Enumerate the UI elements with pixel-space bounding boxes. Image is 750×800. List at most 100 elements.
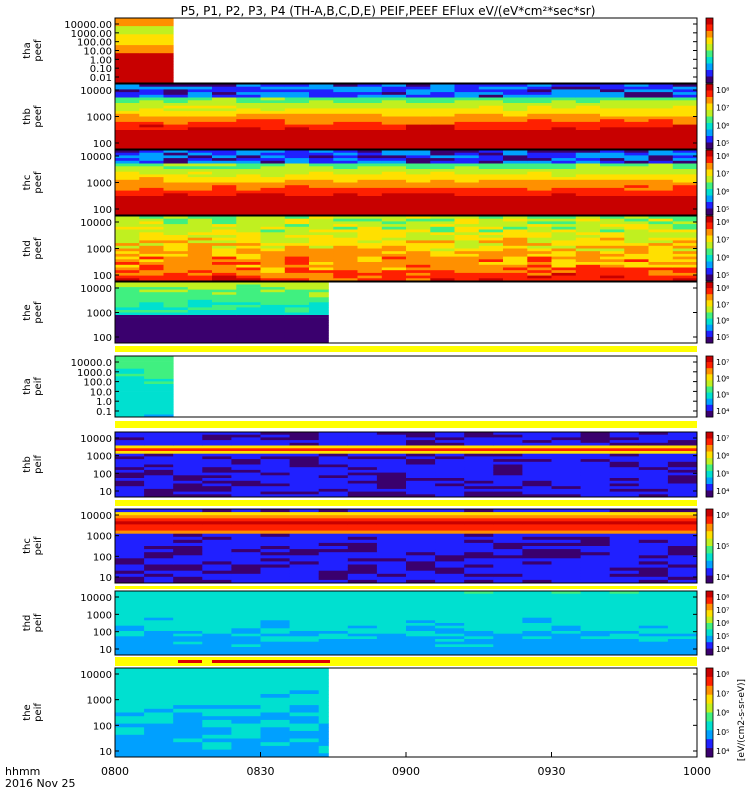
colorbar-segment (706, 222, 713, 226)
heatmap-cell (478, 130, 504, 134)
heatmap-cell (115, 716, 145, 721)
heatmap-cell (115, 116, 140, 120)
colorbar-segment (706, 531, 713, 535)
heatmap-cell (435, 601, 465, 605)
heatmap-cell (318, 478, 349, 482)
heatmap-cell (435, 558, 465, 562)
heatmap-cell (522, 591, 552, 595)
colorbar-segment (706, 610, 713, 613)
heatmap-cell (435, 491, 465, 495)
heatmap-cell (309, 232, 334, 236)
heatmap-cell (551, 623, 581, 627)
heatmap-cell (284, 270, 310, 274)
heatmap-cell (289, 573, 320, 578)
heatmap-cell (347, 567, 378, 572)
heatmap-cell (173, 469, 203, 473)
heatmap-cell (430, 278, 455, 282)
heatmap-cell (115, 278, 140, 282)
heatmap-cell (115, 232, 140, 236)
heatmap-cell (493, 530, 523, 535)
heatmap-cell (139, 302, 164, 306)
heatmap-cells (115, 216, 698, 282)
heatmap-cell (672, 209, 698, 213)
heatmap-cell (638, 620, 669, 624)
heatmap-cell (309, 193, 334, 197)
heatmap-cell (163, 163, 189, 167)
heatmap-cell (115, 738, 145, 743)
heatmap-cell (309, 171, 334, 175)
heatmap-cell (231, 488, 261, 492)
heatmap-cell (551, 130, 577, 134)
heatmap-cell (522, 478, 552, 482)
heatmap-cell (139, 61, 164, 65)
heatmap-cell (115, 267, 140, 271)
heatmap-cell (212, 264, 237, 268)
heatmap-cell (309, 198, 334, 202)
heatmap-cell (493, 432, 523, 436)
heatmap-cell (464, 555, 494, 559)
heatmap-cell (551, 248, 577, 252)
heatmap-cell (187, 190, 213, 194)
heatmap-cell (115, 649, 145, 653)
heatmap-cell (435, 451, 465, 455)
heatmap-cell (575, 196, 601, 200)
heatmap-cell (202, 445, 232, 449)
heatmap-cell (435, 570, 465, 575)
colorbar-segment (706, 76, 713, 80)
heatmap-cell (522, 480, 552, 484)
colorbar-tick-label: 10⁶ (716, 511, 729, 520)
heatmap-cell (284, 259, 310, 263)
y-tick-label: 0.10 (90, 64, 112, 75)
y-tick-label: 1000 (87, 532, 112, 543)
heatmap-cell (624, 94, 649, 98)
colorbar-segment (706, 479, 713, 483)
heatmap-cell (260, 248, 286, 252)
heatmap-cell (144, 625, 174, 629)
heatmap-cell (406, 187, 431, 191)
heatmap-cell (284, 267, 310, 271)
heatmap-cell (260, 451, 290, 455)
colorbar-segment (706, 263, 713, 267)
heatmap-cell (347, 536, 378, 541)
heatmap-cell (289, 671, 320, 676)
heatmap-cell (527, 92, 552, 96)
heatmap-cell (333, 100, 358, 104)
y-tick-label: 10000 (80, 284, 112, 295)
colorbar-segment (706, 560, 713, 564)
heatmap-cell (638, 509, 669, 513)
heatmap-cell (260, 111, 286, 115)
y-tick-label: 100 (93, 721, 112, 732)
heatmap-cell (236, 256, 261, 260)
heatmap-cell (231, 705, 261, 710)
heatmap-cell (163, 304, 189, 308)
heatmap-cell (580, 515, 611, 519)
heatmap-cell (202, 749, 232, 754)
heatmap-cell (115, 332, 140, 336)
heatmap-cell (309, 243, 334, 247)
heatmap-cell (289, 652, 320, 656)
heatmap-cell (231, 628, 261, 632)
heatmap-cell (357, 232, 383, 236)
heatmap-cell (406, 259, 431, 263)
heatmap-cell (551, 437, 581, 441)
heatmap-cell (115, 478, 145, 482)
heatmap-cell (187, 253, 213, 257)
heatmap-cell (435, 442, 465, 446)
heatmap-cell (381, 135, 407, 139)
heatmap-cell (464, 539, 494, 544)
heatmap-cell (144, 731, 174, 736)
heatmap-cell (454, 262, 480, 266)
heatmap-cell (478, 201, 504, 205)
heatmap-cell (173, 561, 203, 565)
heatmap-cell (187, 105, 213, 109)
heatmap-cell (575, 275, 601, 279)
heatmap-cell (575, 267, 601, 271)
heatmap-cell (318, 701, 329, 706)
heatmap-cell (503, 278, 528, 282)
y-tick-label: 100 (93, 628, 112, 639)
colorbar-segment (706, 494, 713, 498)
heatmap-cell (212, 179, 237, 183)
heatmap-cell (260, 282, 286, 285)
heatmap-cell (527, 251, 552, 255)
heatmap-cell (236, 201, 261, 205)
